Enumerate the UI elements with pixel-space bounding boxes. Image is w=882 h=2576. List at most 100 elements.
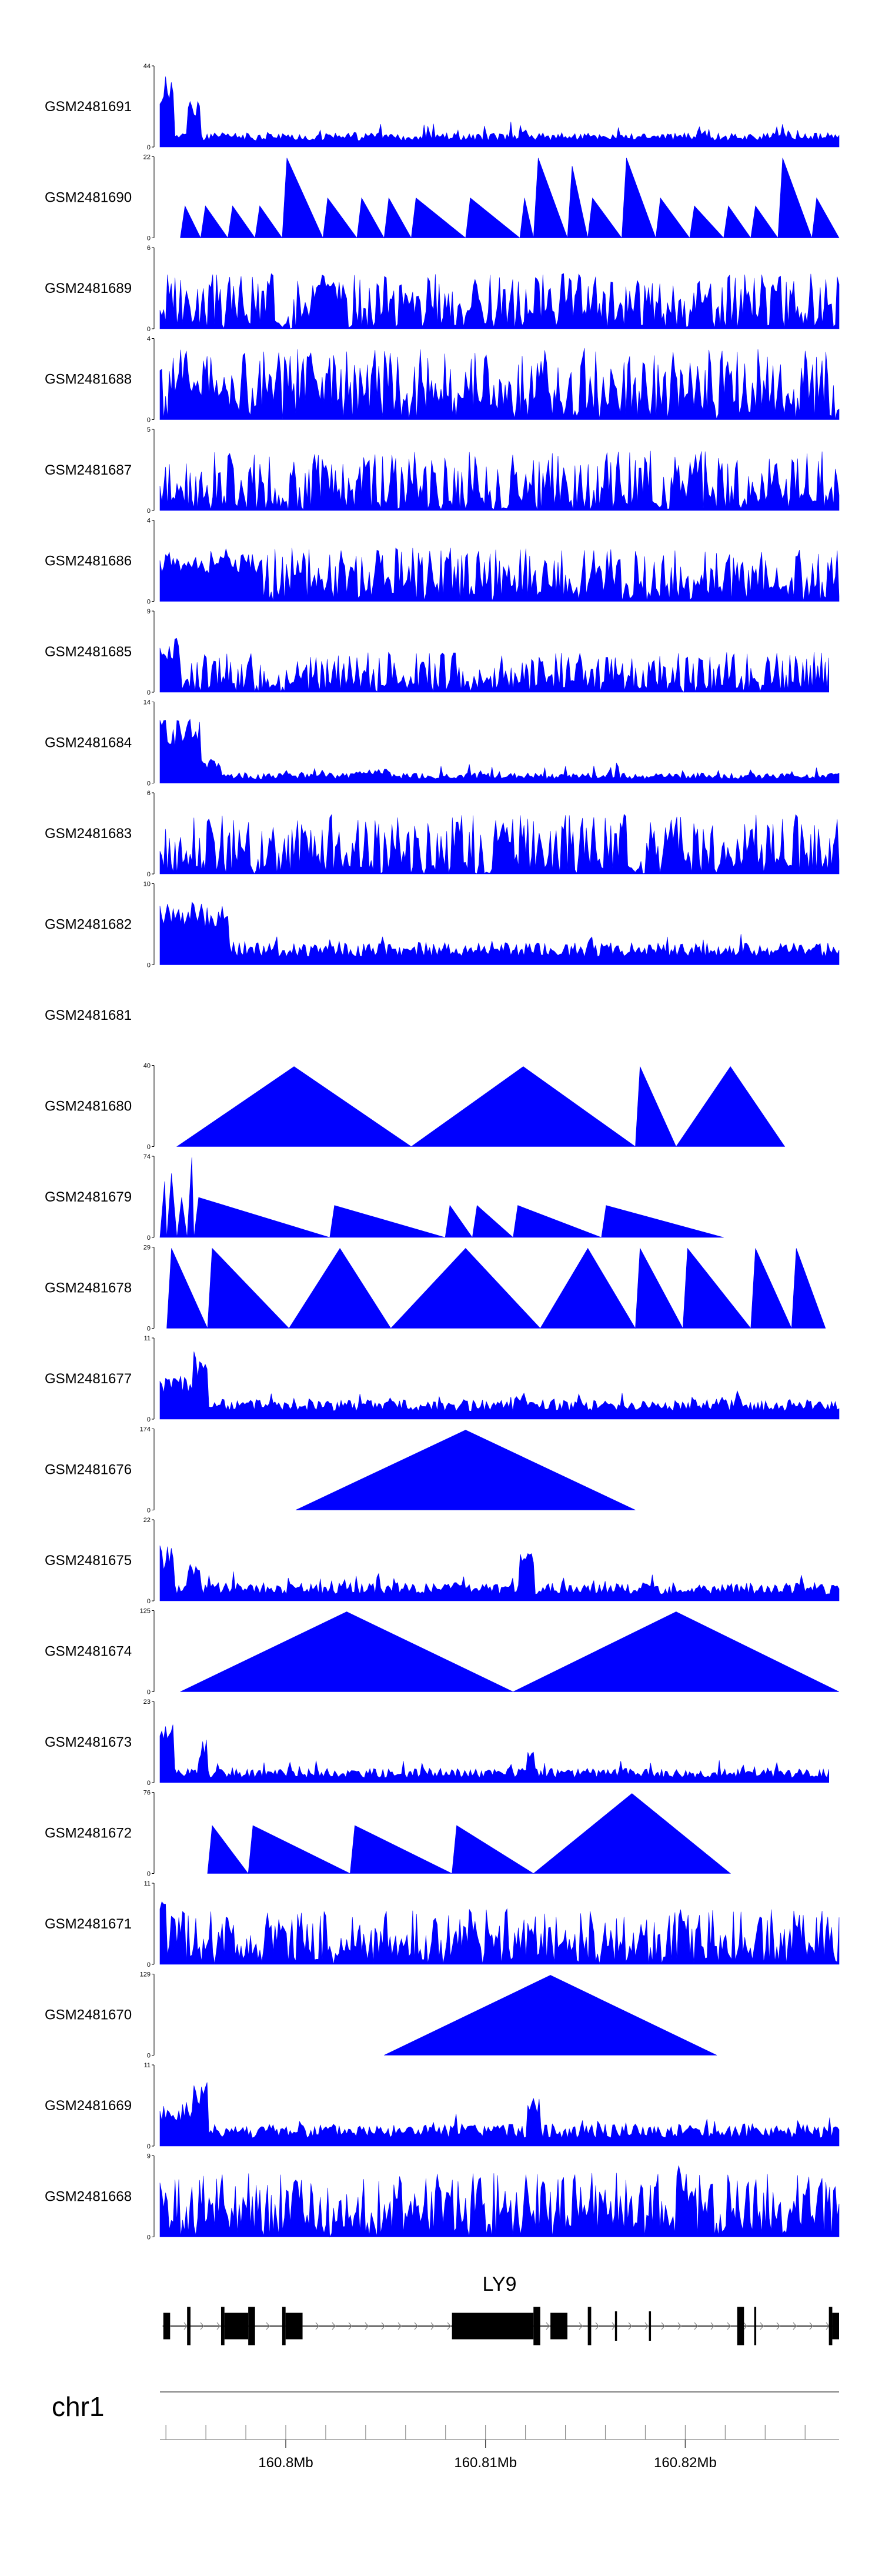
y-max-label: 22 xyxy=(143,154,151,161)
strand-arrow xyxy=(760,2322,764,2330)
track-GSM2481689: GSM2481689 6 0 xyxy=(45,245,840,333)
exon xyxy=(614,2311,617,2341)
signal-area xyxy=(384,1975,717,2056)
track-GSM2481688: GSM2481688 4 0 xyxy=(45,336,840,424)
exon xyxy=(828,2307,833,2345)
signal-area xyxy=(159,1901,840,1965)
track-label: GSM2481676 xyxy=(45,1462,132,1478)
exon xyxy=(187,2307,191,2345)
y-max-label: 6 xyxy=(147,790,151,797)
exon xyxy=(550,2313,567,2340)
y-min-label: 0 xyxy=(147,508,151,515)
strand-arrow xyxy=(397,2322,402,2330)
signal-area xyxy=(159,1352,840,1420)
track-label: GSM2481681 xyxy=(45,1007,132,1023)
track-label: GSM2481674 xyxy=(45,1644,132,1660)
gene-track: LY9 xyxy=(162,2273,839,2345)
y-min-label: 0 xyxy=(147,235,151,242)
y-min-label: 0 xyxy=(147,1234,151,1242)
strand-arrow xyxy=(727,2322,731,2330)
x-tick-label: 160.81Mb xyxy=(454,2455,517,2471)
track-label: GSM2481688 xyxy=(45,372,132,388)
signal-area xyxy=(159,719,840,783)
track-label: GSM2481686 xyxy=(45,553,132,569)
track-GSM2481668: GSM2481668 9 0 xyxy=(45,2153,840,2241)
track-GSM2481686: GSM2481686 4 0 xyxy=(45,518,840,606)
exon xyxy=(452,2313,534,2340)
signal-area xyxy=(159,902,840,965)
exon xyxy=(248,2307,255,2345)
signal-tracks: GSM2481691440GSM2481690220GSM248168960GS… xyxy=(45,63,840,2241)
strand-arrow xyxy=(447,2322,451,2330)
strand-arrow xyxy=(266,2322,270,2330)
y-min-label: 0 xyxy=(147,1780,151,1787)
y-max-label: 44 xyxy=(143,63,151,70)
exon xyxy=(285,2313,303,2340)
strand-arrow xyxy=(595,2322,599,2330)
y-min-label: 0 xyxy=(147,780,151,788)
y-max-label: 9 xyxy=(147,2153,151,2160)
track-GSM2481677: GSM2481677 11 0 xyxy=(45,1335,840,1423)
track-label: GSM2481672 xyxy=(45,1826,132,1841)
y-min-label: 0 xyxy=(147,1507,151,1514)
strand-arrow xyxy=(200,2322,204,2330)
track-label: GSM2481684 xyxy=(45,735,132,751)
track-label: GSM2481678 xyxy=(45,1280,132,1296)
y-min-label: 0 xyxy=(147,871,151,878)
y-min-label: 0 xyxy=(147,962,151,969)
signal-area xyxy=(207,1793,731,1874)
track-GSM2481669: GSM2481669 11 0 xyxy=(45,2062,840,2150)
track-label: GSM2481685 xyxy=(45,644,132,660)
exon xyxy=(533,2307,540,2345)
track-GSM2481671: GSM2481671 11 0 xyxy=(45,1880,840,1968)
y-max-label: 23 xyxy=(143,1699,151,1706)
track-label: GSM2481670 xyxy=(45,2007,132,2023)
strand-arrow xyxy=(743,2322,747,2330)
y-min-label: 0 xyxy=(147,599,151,606)
exon xyxy=(224,2313,249,2340)
y-max-label: 9 xyxy=(147,608,151,615)
exon xyxy=(587,2307,592,2345)
y-min-label: 0 xyxy=(147,689,151,696)
strand-arrow xyxy=(694,2322,698,2330)
y-min-label: 0 xyxy=(147,417,151,424)
y-max-label: 6 xyxy=(147,245,151,252)
y-max-label: 14 xyxy=(143,699,151,706)
y-min-label: 0 xyxy=(147,1598,151,1605)
signal-area xyxy=(159,1545,840,1601)
track-label: GSM2481680 xyxy=(45,1099,132,1115)
signal-area xyxy=(159,813,840,875)
y-max-label: 74 xyxy=(143,1153,151,1160)
exon xyxy=(737,2307,744,2345)
strand-arrow xyxy=(628,2322,632,2330)
y-max-label: 4 xyxy=(147,336,151,343)
strand-arrow xyxy=(677,2322,681,2330)
genome-axis: chr1 160.8Mb 160.81Mb 160.82Mb xyxy=(52,2391,839,2471)
track-label: GSM2481677 xyxy=(45,1371,132,1387)
strand-arrow xyxy=(579,2322,583,2330)
y-min-label: 0 xyxy=(147,1416,151,1423)
y-max-label: 40 xyxy=(143,1063,151,1070)
signal-area xyxy=(159,638,829,693)
track-label: GSM2481691 xyxy=(45,99,132,115)
track-GSM2481690: GSM2481690 22 0 xyxy=(45,154,840,242)
y-min-label: 0 xyxy=(147,2234,151,2241)
y-max-label: 10 xyxy=(143,881,151,888)
strand-arrow xyxy=(315,2322,319,2330)
chromosome-label: chr1 xyxy=(52,2391,104,2422)
track-GSM2481670: GSM2481670 129 0 xyxy=(45,1971,717,2060)
signal-area xyxy=(166,1247,826,1329)
signal-area xyxy=(295,1430,636,1510)
signal-area xyxy=(159,1724,829,1783)
exon xyxy=(832,2313,839,2340)
track-GSM2481676: GSM2481676 174 0 xyxy=(45,1426,636,1514)
track-label: GSM2481671 xyxy=(45,1916,132,1932)
y-max-label: 11 xyxy=(144,1880,151,1887)
track-GSM2481675: GSM2481675 22 0 xyxy=(45,1517,840,1605)
strand-arrow xyxy=(644,2322,649,2330)
track-GSM2481682: GSM2481682 10 0 xyxy=(45,881,840,969)
y-min-label: 0 xyxy=(147,1689,151,1696)
signal-area xyxy=(159,76,840,148)
y-max-label: 29 xyxy=(143,1244,151,1252)
